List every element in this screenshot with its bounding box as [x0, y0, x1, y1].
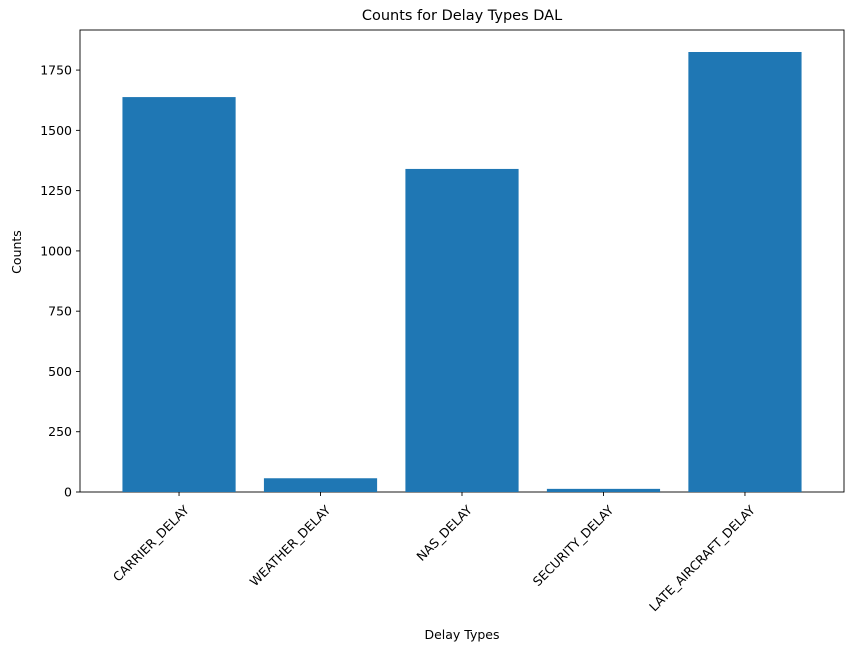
bar-nas-delay — [405, 168, 519, 492]
bar-weather-delay — [263, 478, 378, 492]
y-tick-label: 750 — [48, 304, 72, 319]
x-axis-label: Delay Types — [424, 627, 499, 642]
y-tick-label: 1000 — [40, 243, 72, 258]
x-axis: CARRIER_DELAY WEATHER_DELAY NAS_DELAY SECUR… — [110, 492, 758, 614]
y-tick-label: 250 — [48, 424, 72, 439]
bar-carrier-delay — [122, 97, 236, 492]
chart-title: Counts for Delay Types DAL — [362, 8, 562, 24]
bar-late-aircraft-delay — [688, 52, 802, 492]
bar-security-delay — [546, 488, 661, 492]
y-tick-label: 0 — [64, 485, 72, 500]
x-tick-label: SECURITY_DELAY — [530, 502, 617, 589]
y-axis: 0 250 500 750 1000 1250 1500 1750 — [40, 63, 80, 500]
y-tick-label: 500 — [48, 364, 72, 379]
x-tick-label: CARRIER_DELAY — [110, 502, 192, 584]
x-tick-label: LATE_AIRCRAFT_DELAY — [646, 502, 758, 614]
bars-group — [122, 52, 802, 492]
x-tick-label: NAS_DELAY — [413, 502, 475, 564]
y-tick-label: 1500 — [40, 123, 72, 138]
x-tick-label: WEATHER_DELAY — [247, 502, 334, 589]
y-tick-label: 1250 — [40, 183, 72, 198]
y-axis-label: Counts — [9, 230, 24, 274]
y-tick-label: 1750 — [40, 63, 72, 78]
